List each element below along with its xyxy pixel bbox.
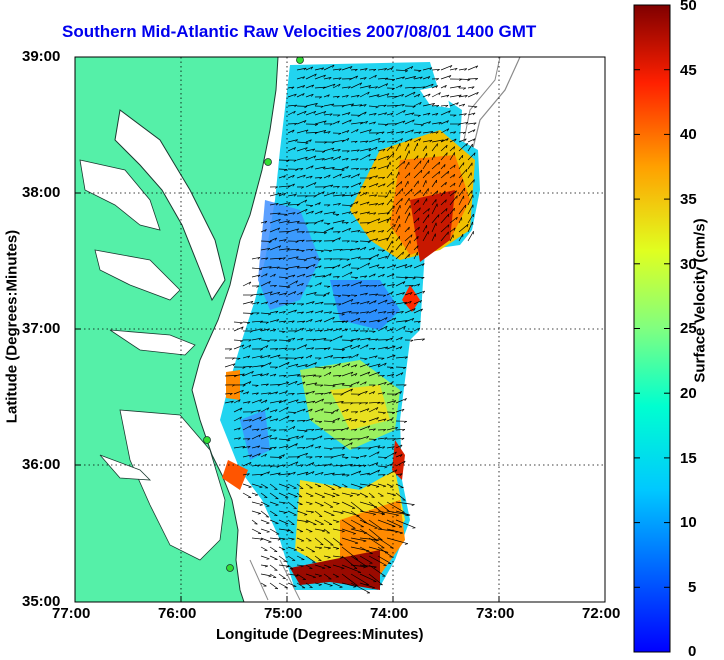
y-tick-label: 37:00 xyxy=(22,320,60,337)
velocity-arrowhead xyxy=(267,532,270,533)
velocity-arrow xyxy=(279,232,289,233)
velocity-arrow xyxy=(342,295,350,296)
y-tick-label: 39:00 xyxy=(22,48,60,65)
colorbar-tick-label: 20 xyxy=(680,385,697,402)
x-tick-label: 76:00 xyxy=(158,605,196,622)
colorbar-tick-label: 5 xyxy=(688,579,696,596)
velocity-arrow xyxy=(243,313,253,314)
colorbar-tick-label: 35 xyxy=(680,191,697,208)
velocity-arrowhead xyxy=(276,505,279,506)
velocity-arrowhead xyxy=(457,196,458,199)
velocity-arrow xyxy=(378,457,387,458)
velocity-arrowhead xyxy=(318,560,321,561)
colorbar-tick-label: 15 xyxy=(680,450,697,467)
velocity-arrowhead xyxy=(380,584,383,585)
velocity-arrow xyxy=(378,124,388,125)
velocity-arrow xyxy=(414,277,424,278)
velocity-arrowhead xyxy=(286,488,289,489)
x-tick-label: 72:00 xyxy=(582,605,620,622)
velocity-arrowhead xyxy=(319,516,322,517)
x-tick-label: 75:00 xyxy=(264,605,302,622)
velocity-arrowhead xyxy=(391,199,392,202)
colorbar-tick-label: 10 xyxy=(680,514,697,531)
velocity-arrow xyxy=(351,457,359,458)
station-marker xyxy=(227,565,234,572)
velocity-arrowhead xyxy=(254,524,257,525)
colorbar-tick-label: 25 xyxy=(680,320,697,337)
velocity-arrowhead xyxy=(391,172,392,175)
velocity-arrow xyxy=(342,457,348,458)
x-axis-label: Longitude (Degrees:Minutes) xyxy=(216,626,424,643)
y-tick-label: 36:00 xyxy=(22,456,60,473)
y-axis-label: Latitude (Degrees:Minutes) xyxy=(4,227,21,427)
velocity-arrow xyxy=(333,214,339,215)
velocity-arrow xyxy=(468,79,478,80)
velocity-arrow xyxy=(270,385,280,386)
velocity-arrow xyxy=(288,124,297,125)
velocity-arrow xyxy=(387,412,395,413)
velocity-arrowhead xyxy=(294,550,297,551)
velocity-arrowhead xyxy=(399,236,400,239)
velocity-arrowhead xyxy=(437,144,438,147)
station-marker xyxy=(297,57,304,64)
colorbar-tick-label: 30 xyxy=(680,256,697,273)
velocity-arrowhead xyxy=(454,208,455,211)
velocity-arrow xyxy=(396,367,406,368)
station-marker xyxy=(265,159,272,166)
colorbar-tick-label: 40 xyxy=(680,126,697,143)
velocity-arrowhead xyxy=(266,523,269,524)
velocity-arrowhead xyxy=(313,577,316,578)
velocity-arrowhead xyxy=(264,497,267,498)
velocity-arrow xyxy=(261,241,272,242)
velocity-arrowhead xyxy=(294,508,297,509)
colorbar-tick-label: 50 xyxy=(680,0,697,14)
station-marker xyxy=(204,437,211,444)
colorbar-tick-label: 0 xyxy=(688,643,696,660)
velocity-arrowhead xyxy=(339,545,342,546)
velocity-arrow xyxy=(369,439,376,440)
velocity-arrowhead xyxy=(290,569,293,570)
velocity-arrowhead xyxy=(267,559,270,560)
velocity-arrowhead xyxy=(304,515,307,516)
velocity-arrowhead xyxy=(402,500,405,501)
y-tick-label: 35:00 xyxy=(22,593,60,610)
velocity-arrow xyxy=(414,70,421,71)
velocity-arrowhead xyxy=(462,155,463,158)
colorbar-label: Surface Velocity (cm/s) xyxy=(692,201,709,401)
velocity-arrowhead xyxy=(439,215,440,218)
velocity-arrow xyxy=(279,169,287,170)
velocity-arrowhead xyxy=(249,487,252,488)
colorbar-tick-label: 45 xyxy=(680,62,697,79)
velocity-arrow xyxy=(279,268,288,269)
x-tick-label: 73:00 xyxy=(476,605,514,622)
velocity-arrowhead xyxy=(266,517,269,518)
velocity-arrowhead xyxy=(353,534,356,535)
velocity-arrowhead xyxy=(372,588,375,589)
y-tick-label: 38:00 xyxy=(22,184,60,201)
velocity-arrowhead xyxy=(330,545,333,546)
velocity-arrow xyxy=(270,457,282,458)
velocity-arrowhead xyxy=(299,497,302,498)
x-tick-label: 74:00 xyxy=(370,605,408,622)
